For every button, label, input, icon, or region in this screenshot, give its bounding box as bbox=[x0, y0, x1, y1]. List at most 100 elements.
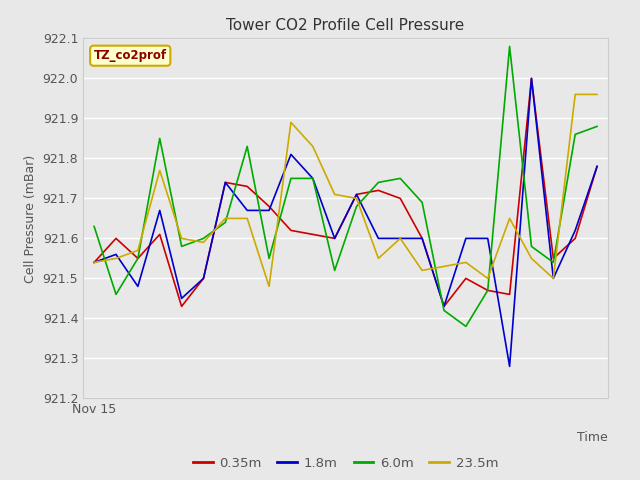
1.8m bbox=[243, 207, 251, 213]
6.0m bbox=[484, 288, 492, 293]
Line: 1.8m: 1.8m bbox=[94, 78, 597, 366]
6.0m bbox=[221, 219, 229, 225]
23.5m bbox=[506, 216, 513, 221]
1.8m bbox=[309, 176, 317, 181]
23.5m bbox=[374, 255, 382, 261]
0.35m bbox=[419, 236, 426, 241]
1.8m bbox=[419, 236, 426, 241]
Text: TZ_co2prof: TZ_co2prof bbox=[93, 49, 167, 62]
1.8m bbox=[484, 236, 492, 241]
Y-axis label: Cell Pressure (mBar): Cell Pressure (mBar) bbox=[24, 154, 37, 283]
0.35m bbox=[309, 231, 317, 237]
23.5m bbox=[462, 260, 470, 265]
6.0m bbox=[572, 132, 579, 137]
0.35m bbox=[200, 276, 207, 281]
6.0m bbox=[112, 291, 120, 297]
0.35m bbox=[462, 276, 470, 281]
23.5m bbox=[550, 276, 557, 281]
0.35m bbox=[156, 231, 164, 237]
Line: 23.5m: 23.5m bbox=[94, 95, 597, 287]
23.5m bbox=[396, 236, 404, 241]
1.8m bbox=[156, 207, 164, 213]
Title: Tower CO2 Profile Cell Pressure: Tower CO2 Profile Cell Pressure bbox=[227, 18, 465, 33]
23.5m bbox=[527, 255, 535, 261]
0.35m bbox=[396, 195, 404, 201]
6.0m bbox=[331, 267, 339, 273]
23.5m bbox=[178, 236, 186, 241]
23.5m bbox=[200, 240, 207, 245]
23.5m bbox=[353, 195, 360, 201]
6.0m bbox=[419, 200, 426, 205]
6.0m bbox=[134, 255, 141, 261]
6.0m bbox=[287, 176, 295, 181]
0.35m bbox=[331, 236, 339, 241]
0.35m bbox=[134, 255, 141, 261]
6.0m bbox=[440, 308, 448, 313]
0.35m bbox=[374, 188, 382, 193]
23.5m bbox=[593, 92, 601, 97]
1.8m bbox=[112, 252, 120, 257]
23.5m bbox=[440, 264, 448, 269]
Line: 6.0m: 6.0m bbox=[94, 47, 597, 326]
1.8m bbox=[593, 164, 601, 169]
0.35m bbox=[178, 303, 186, 309]
1.8m bbox=[506, 363, 513, 369]
23.5m bbox=[90, 260, 98, 265]
1.8m bbox=[221, 180, 229, 185]
0.35m bbox=[572, 236, 579, 241]
1.8m bbox=[90, 260, 98, 265]
23.5m bbox=[112, 255, 120, 261]
23.5m bbox=[243, 216, 251, 221]
6.0m bbox=[593, 123, 601, 129]
6.0m bbox=[374, 180, 382, 185]
1.8m bbox=[374, 236, 382, 241]
1.8m bbox=[396, 236, 404, 241]
6.0m bbox=[178, 243, 186, 249]
0.35m bbox=[243, 183, 251, 189]
1.8m bbox=[178, 296, 186, 301]
23.5m bbox=[309, 144, 317, 149]
6.0m bbox=[462, 324, 470, 329]
6.0m bbox=[156, 135, 164, 141]
1.8m bbox=[200, 276, 207, 281]
23.5m bbox=[484, 276, 492, 281]
6.0m bbox=[353, 204, 360, 209]
6.0m bbox=[90, 224, 98, 229]
0.35m bbox=[353, 192, 360, 197]
1.8m bbox=[462, 236, 470, 241]
6.0m bbox=[265, 255, 273, 261]
Line: 0.35m: 0.35m bbox=[94, 78, 597, 306]
0.35m bbox=[90, 260, 98, 265]
23.5m bbox=[156, 168, 164, 173]
1.8m bbox=[550, 276, 557, 281]
1.8m bbox=[440, 303, 448, 309]
0.35m bbox=[287, 228, 295, 233]
1.8m bbox=[265, 207, 273, 213]
6.0m bbox=[396, 176, 404, 181]
6.0m bbox=[550, 260, 557, 265]
0.35m bbox=[221, 180, 229, 185]
23.5m bbox=[572, 92, 579, 97]
0.35m bbox=[527, 75, 535, 81]
6.0m bbox=[527, 243, 535, 249]
0.35m bbox=[506, 291, 513, 297]
6.0m bbox=[309, 176, 317, 181]
6.0m bbox=[200, 236, 207, 241]
0.35m bbox=[550, 255, 557, 261]
23.5m bbox=[287, 120, 295, 125]
1.8m bbox=[287, 152, 295, 157]
1.8m bbox=[134, 284, 141, 289]
Legend: 0.35m, 1.8m, 6.0m, 23.5m: 0.35m, 1.8m, 6.0m, 23.5m bbox=[188, 452, 504, 475]
23.5m bbox=[134, 248, 141, 253]
6.0m bbox=[506, 44, 513, 49]
0.35m bbox=[593, 164, 601, 169]
1.8m bbox=[331, 236, 339, 241]
1.8m bbox=[353, 192, 360, 197]
Text: Time: Time bbox=[577, 431, 608, 444]
0.35m bbox=[484, 288, 492, 293]
1.8m bbox=[572, 228, 579, 233]
0.35m bbox=[440, 303, 448, 309]
0.35m bbox=[265, 204, 273, 209]
0.35m bbox=[112, 236, 120, 241]
23.5m bbox=[221, 216, 229, 221]
